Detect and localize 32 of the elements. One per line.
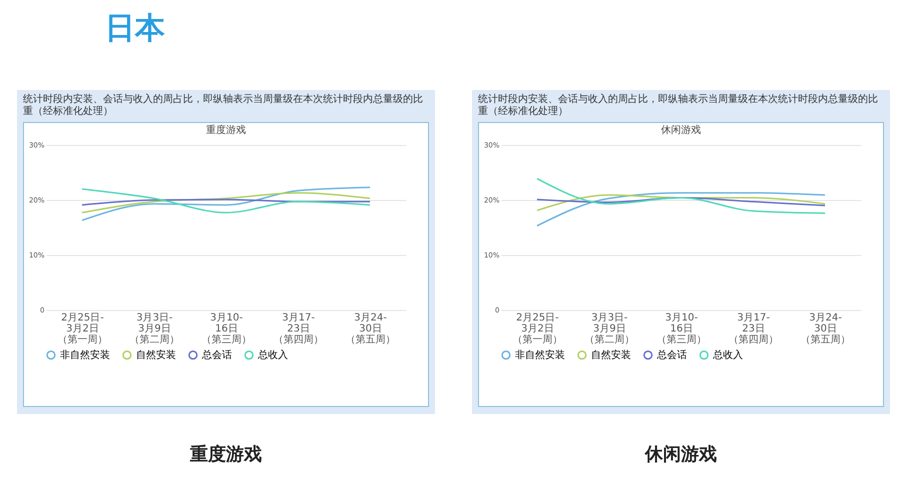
legend-label: 总会话 <box>201 349 232 362</box>
legend-label: 非自然安装 <box>515 349 565 362</box>
line-series <box>81 188 371 214</box>
x-tick-label: 2月25日-3月2日（第一周） <box>512 312 562 346</box>
chart-subtitle: 重度游戏 <box>206 124 246 136</box>
line-series <box>536 197 826 206</box>
x-tick-label: 3月17-23日（第四周） <box>274 312 324 346</box>
x-tick-label: 3月24-30日（第五周） <box>346 312 396 346</box>
x-tick-label: 3月24-30日（第五周） <box>800 312 850 346</box>
legend-label: 总收入 <box>257 349 288 362</box>
line-series <box>536 192 826 227</box>
legend-label: 自然安装 <box>591 349 631 362</box>
chart-title: 统计时段内安装、会话与收入的周占比，即纵轴表示当周量级在本次统计时段内总量级的比重（经标准化处理） <box>23 94 424 118</box>
line-series <box>536 178 826 214</box>
legend-label: 总收入 <box>712 349 743 362</box>
line-series <box>81 186 371 222</box>
x-tick-label: 3月3日-3月9日（第二周） <box>584 312 634 346</box>
x-tick-label: 3月10-16日（第三周） <box>656 312 706 346</box>
text: 日本 <box>105 10 165 48</box>
text: 休闲游戏 <box>644 443 718 466</box>
x-tick-label: 3月17-23日（第四周） <box>728 312 778 346</box>
line-series <box>536 194 826 212</box>
x-tick-label: 3月10-16日（第三周） <box>202 312 252 346</box>
text: 重度游戏 <box>189 443 263 466</box>
chart-title: 统计时段内安装、会话与收入的周占比，即纵轴表示当周量级在本次统计时段内总量级的比重（经标准化处理） <box>478 94 879 118</box>
legend-label: 自然安装 <box>136 349 176 362</box>
line-series <box>81 192 371 214</box>
legend-label: 总会话 <box>656 349 687 362</box>
x-tick-label: 3月3日-3月9日（第二周） <box>130 312 180 346</box>
x-tick-label: 2月25日-3月2日（第一周） <box>58 312 108 346</box>
legend-label: 非自然安装 <box>60 349 110 362</box>
chart-subtitle: 休闲游戏 <box>661 124 701 136</box>
